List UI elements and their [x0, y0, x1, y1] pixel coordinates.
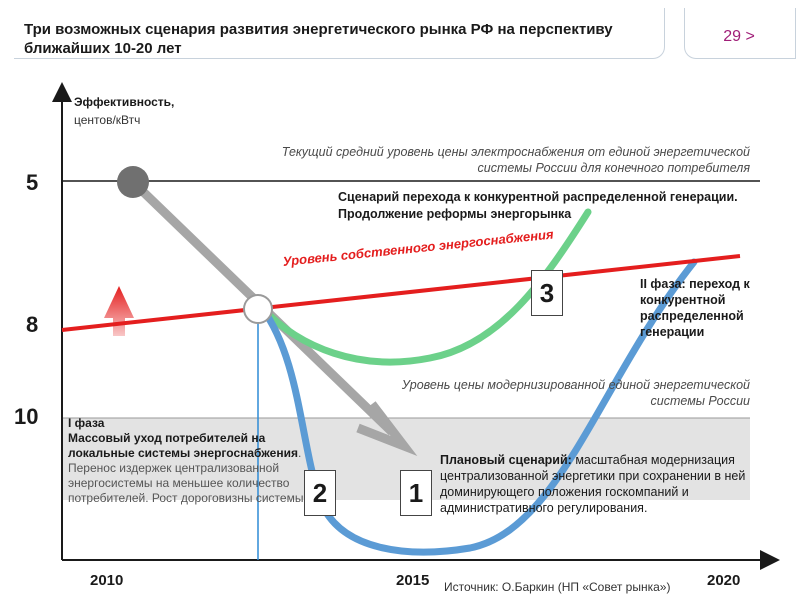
phase1-bold-text: Массовый уход потребителей на локальные … [68, 431, 298, 460]
x-tick-2010: 2010 [90, 572, 124, 589]
modern-level-label: Уровень цены модернизированной единой эн… [401, 378, 750, 408]
phase2-description: II фаза: переход к конкурентной распреде… [640, 277, 750, 339]
intersection-point-icon [243, 294, 273, 324]
scenario-1-box: 1 [400, 470, 432, 516]
y-axis-title: Эффективность, [74, 95, 175, 109]
start-point-icon [117, 166, 149, 198]
red-up-arrow-icon [104, 286, 134, 336]
page-number-frame [684, 8, 796, 59]
source-note: Источник: О.Баркин (НП «Совет рынка») [444, 580, 671, 594]
y-axis-unit: центов/кВтч [74, 113, 141, 127]
y-tick-10: 10 [14, 404, 39, 429]
scenario2-curve [258, 258, 698, 556]
y-tick-5: 5 [26, 170, 39, 195]
phase1-text: . Перенос издержек централизованной энер… [68, 446, 307, 505]
phase1-description: I фаза Массовый уход потребителей на лок… [68, 416, 313, 506]
x-tick-2015: 2015 [396, 572, 430, 589]
planned-bold-text: Плановый сценарий: [440, 453, 572, 467]
scenario3-curve [258, 208, 592, 366]
slide-title: Три возможных сценария развития энергети… [24, 21, 613, 57]
title-frame [14, 8, 665, 59]
current-level-label: Текущий средний уровень цены электроснаб… [281, 145, 750, 175]
planned-text: масштабная модернизация централизованной… [440, 453, 746, 515]
phase1-title: I фаза [68, 416, 105, 430]
y-tick-8: 8 [26, 312, 39, 337]
own-supply-line [61, 254, 741, 332]
page-number[interactable]: 29 > [723, 28, 755, 45]
planned-scenario-description: Плановый сценарий: масштабная модернизац… [440, 452, 760, 516]
x-tick-2020: 2020 [707, 572, 741, 589]
scenario-2-box: 2 [304, 470, 336, 516]
scenario-3-box: 3 [531, 270, 563, 316]
scenario3-description: Сценарий перехода к конкурентной распред… [338, 190, 738, 221]
